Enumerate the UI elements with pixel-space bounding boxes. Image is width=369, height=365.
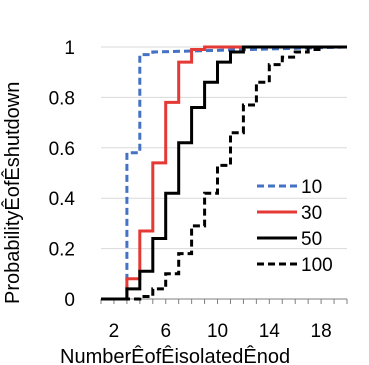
x-tick-label: 10 (207, 321, 228, 342)
y-tick-label: 0.6 (49, 139, 75, 160)
y-tick-label: 0.8 (49, 88, 75, 109)
legend-label-30: 30 (301, 203, 322, 224)
x-tick-label: 6 (160, 321, 171, 342)
series-line-100 (101, 45, 347, 301)
y-axis-label: ProbabilityÊofÊshutdown (1, 82, 24, 304)
axes (100, 298, 348, 304)
legend-label-10: 10 (301, 177, 322, 198)
legend-label-50: 50 (301, 229, 322, 250)
series-line-50 (101, 45, 347, 301)
series-line-10 (101, 45, 348, 301)
y-tick-label: 0.2 (49, 240, 75, 261)
x-tick-label: 2 (109, 321, 120, 342)
legend-label-100: 100 (301, 255, 333, 276)
x-tick-labels: 2 6 10 14 18 (109, 321, 332, 342)
x-tick-label: 18 (311, 321, 332, 342)
y-tick-label: 0 (64, 290, 75, 311)
y-tick-label: 0.4 (49, 189, 76, 210)
x-axis-label: NumberÊofÊisolatedÊnod (60, 345, 290, 365)
legend: 10 30 50 100 (257, 177, 333, 276)
y-tick-labels: 0 0.2 0.4 0.6 0.8 1 (49, 38, 76, 311)
series-lines (101, 45, 348, 301)
y-tick-label: 1 (64, 38, 75, 59)
x-tick-label: 14 (259, 321, 281, 342)
series-line-30 (101, 45, 347, 301)
